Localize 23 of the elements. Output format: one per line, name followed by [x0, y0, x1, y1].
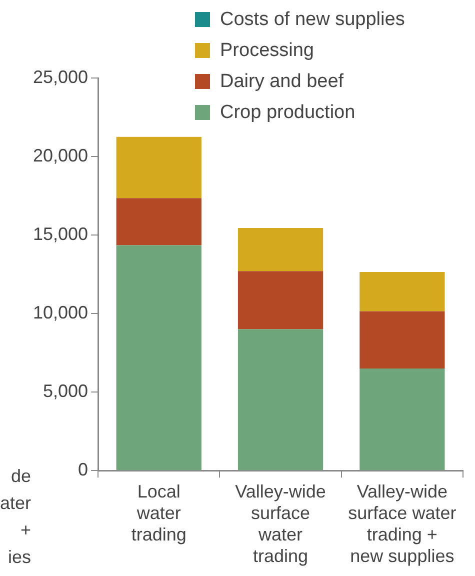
legend-label: Processing	[220, 39, 314, 63]
bar	[238, 228, 324, 272]
y-tick-label: 25,000	[32, 66, 88, 87]
bar	[238, 271, 324, 330]
bar	[238, 329, 324, 470]
bar	[116, 245, 202, 470]
x-tick-label: Valley-wide surface water trading + new supplies	[348, 481, 456, 566]
bar	[116, 136, 202, 198]
legend-label: Costs of new supplies	[220, 8, 405, 32]
y-tick-label: 15,000	[32, 224, 88, 244]
bar	[360, 368, 445, 470]
bar	[360, 272, 445, 312]
y-tick-label: 10,000	[32, 302, 88, 323]
legend-label: Dairy and beef	[220, 70, 344, 94]
y-tick-label: 5,000	[43, 381, 88, 402]
bar	[116, 198, 202, 246]
y-tick-label: 20,000	[32, 145, 88, 166]
x-tick-label: Valley-wide surface water trading	[235, 481, 326, 566]
legend-label: Crop production	[220, 101, 356, 125]
y-tick-label: 0	[78, 460, 88, 480]
bar	[360, 311, 445, 369]
text: de ater + ies	[0, 465, 31, 569]
x-tick-label: Local water trading	[131, 481, 186, 545]
